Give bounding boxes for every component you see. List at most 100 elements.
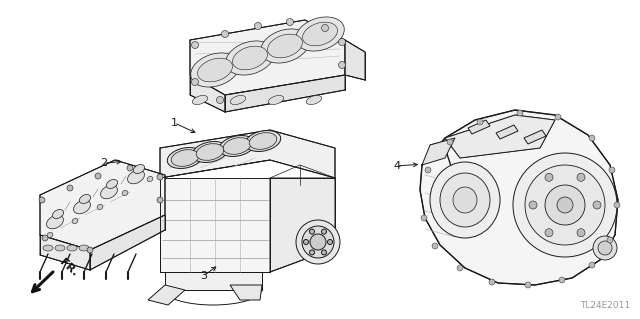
Ellipse shape bbox=[593, 236, 617, 260]
Polygon shape bbox=[40, 160, 165, 250]
Polygon shape bbox=[190, 20, 345, 95]
Ellipse shape bbox=[127, 170, 145, 184]
Ellipse shape bbox=[74, 200, 90, 214]
Ellipse shape bbox=[453, 187, 477, 213]
Ellipse shape bbox=[42, 235, 48, 241]
Ellipse shape bbox=[122, 190, 128, 196]
Ellipse shape bbox=[589, 262, 595, 268]
Ellipse shape bbox=[79, 195, 91, 204]
Ellipse shape bbox=[220, 136, 255, 157]
Polygon shape bbox=[496, 125, 518, 139]
Ellipse shape bbox=[425, 167, 431, 173]
Ellipse shape bbox=[557, 197, 573, 213]
Ellipse shape bbox=[321, 25, 328, 32]
Ellipse shape bbox=[489, 279, 495, 285]
Ellipse shape bbox=[432, 243, 438, 249]
Ellipse shape bbox=[545, 229, 553, 237]
Ellipse shape bbox=[255, 23, 262, 29]
Ellipse shape bbox=[221, 31, 228, 38]
Ellipse shape bbox=[157, 174, 163, 180]
Ellipse shape bbox=[191, 78, 198, 85]
Ellipse shape bbox=[55, 245, 65, 251]
Ellipse shape bbox=[198, 58, 232, 82]
Ellipse shape bbox=[43, 245, 53, 251]
Polygon shape bbox=[40, 235, 90, 270]
Polygon shape bbox=[524, 130, 546, 144]
Ellipse shape bbox=[172, 150, 199, 166]
Polygon shape bbox=[148, 285, 185, 305]
Ellipse shape bbox=[525, 165, 605, 245]
Polygon shape bbox=[90, 215, 165, 270]
Ellipse shape bbox=[559, 277, 565, 283]
Ellipse shape bbox=[457, 265, 463, 271]
Ellipse shape bbox=[67, 185, 73, 191]
Ellipse shape bbox=[52, 210, 63, 219]
Ellipse shape bbox=[545, 173, 553, 181]
Ellipse shape bbox=[555, 114, 561, 120]
Text: 4: 4 bbox=[393, 161, 401, 171]
Ellipse shape bbox=[67, 245, 77, 251]
Ellipse shape bbox=[226, 41, 275, 75]
Ellipse shape bbox=[421, 215, 427, 221]
Ellipse shape bbox=[339, 62, 346, 69]
Polygon shape bbox=[420, 110, 618, 285]
Ellipse shape bbox=[260, 29, 309, 63]
Text: 1: 1 bbox=[171, 118, 177, 128]
Ellipse shape bbox=[607, 237, 613, 243]
Ellipse shape bbox=[192, 142, 228, 162]
Polygon shape bbox=[225, 75, 345, 112]
Ellipse shape bbox=[310, 250, 314, 255]
Ellipse shape bbox=[328, 240, 333, 244]
Ellipse shape bbox=[47, 215, 63, 229]
Ellipse shape bbox=[232, 46, 268, 70]
Ellipse shape bbox=[321, 229, 326, 234]
Polygon shape bbox=[345, 40, 365, 80]
Ellipse shape bbox=[513, 153, 617, 257]
Polygon shape bbox=[190, 75, 225, 112]
Ellipse shape bbox=[303, 22, 337, 46]
Ellipse shape bbox=[79, 245, 89, 251]
Ellipse shape bbox=[230, 95, 246, 105]
Ellipse shape bbox=[614, 202, 620, 208]
Polygon shape bbox=[270, 178, 335, 272]
Text: FR.: FR. bbox=[58, 257, 80, 278]
Ellipse shape bbox=[47, 232, 53, 238]
Ellipse shape bbox=[440, 173, 490, 227]
Ellipse shape bbox=[310, 229, 314, 234]
Ellipse shape bbox=[106, 180, 118, 189]
Ellipse shape bbox=[525, 282, 531, 288]
Ellipse shape bbox=[249, 133, 276, 149]
Ellipse shape bbox=[72, 219, 78, 224]
Ellipse shape bbox=[447, 139, 453, 145]
Text: 3: 3 bbox=[200, 271, 207, 281]
Ellipse shape bbox=[589, 135, 595, 141]
Ellipse shape bbox=[87, 247, 93, 253]
Ellipse shape bbox=[477, 119, 483, 125]
Polygon shape bbox=[468, 120, 490, 134]
Ellipse shape bbox=[216, 97, 223, 103]
Polygon shape bbox=[165, 272, 262, 290]
Ellipse shape bbox=[296, 17, 344, 51]
Ellipse shape bbox=[529, 201, 537, 209]
Ellipse shape bbox=[296, 220, 340, 264]
Ellipse shape bbox=[127, 165, 133, 171]
Ellipse shape bbox=[245, 130, 281, 152]
Ellipse shape bbox=[39, 197, 45, 203]
Ellipse shape bbox=[302, 226, 334, 258]
Ellipse shape bbox=[191, 53, 239, 87]
Ellipse shape bbox=[191, 41, 198, 48]
Ellipse shape bbox=[268, 95, 284, 105]
Ellipse shape bbox=[609, 167, 615, 173]
Ellipse shape bbox=[598, 241, 612, 255]
Text: TL24E2011: TL24E2011 bbox=[580, 301, 630, 310]
Polygon shape bbox=[422, 138, 455, 165]
Ellipse shape bbox=[577, 229, 585, 237]
Polygon shape bbox=[160, 178, 270, 272]
Ellipse shape bbox=[339, 39, 346, 46]
Ellipse shape bbox=[310, 234, 326, 250]
Ellipse shape bbox=[303, 240, 308, 244]
Ellipse shape bbox=[147, 176, 153, 182]
Ellipse shape bbox=[196, 144, 224, 160]
Polygon shape bbox=[160, 130, 335, 178]
Ellipse shape bbox=[157, 197, 163, 203]
